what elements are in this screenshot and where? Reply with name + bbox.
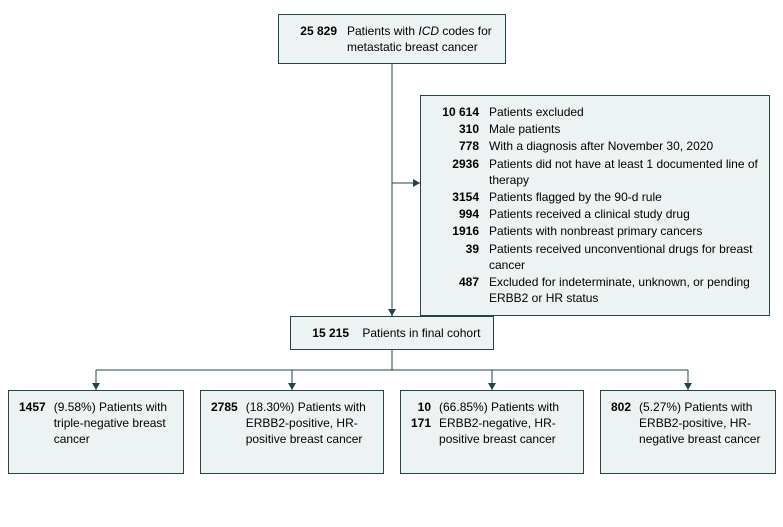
- start-box: 25 829 Patients with ICD codes for metas…: [278, 14, 506, 64]
- outcome-box-4: 802 (5.27%) Patients with ERBB2-positive,…: [600, 390, 776, 474]
- outcome-label: (18.30%) Patients with ERBB2-positive, H…: [246, 399, 373, 448]
- outcome-box-2: 2785 (18.30%) Patients with ERBB2-positiv…: [200, 390, 384, 474]
- exclusion-count: 778: [431, 138, 479, 154]
- exclusion-count: 10 614: [431, 104, 479, 120]
- exclusion-label: With a diagnosis after November 30, 2020: [489, 138, 759, 154]
- outcome-label: (9.58%) Patients with triple-negative br…: [54, 399, 173, 448]
- exclusion-label: Patients flagged by the 90-d rule: [489, 189, 759, 205]
- outcome-count: 802: [611, 399, 631, 448]
- start-count: 25 829: [289, 23, 337, 55]
- exclusion-count: 2936: [431, 156, 479, 172]
- exclusion-row: 487 Excluded for indeterminate, unknown, …: [431, 274, 759, 306]
- exclusions-box: 10 614Patients excluded310Male patients7…: [420, 95, 770, 316]
- exclusion-label: Male patients: [489, 121, 759, 137]
- start-label: Patients with ICD codes for metastatic b…: [347, 23, 492, 55]
- exclusion-row: 1916 Patients with nonbreast primary canc…: [431, 223, 759, 239]
- exclusion-count: 3154: [431, 189, 479, 205]
- exclusion-label: Patients with nonbreast primary cancers: [489, 223, 759, 239]
- exclusion-row: 2936 Patients did not have at least 1 doc…: [431, 156, 759, 188]
- outcome-count: 2785: [211, 399, 238, 448]
- outcome-count: 1457: [19, 399, 46, 448]
- outcome-box-1: 1457 (9.58%) Patients with triple-negativ…: [8, 390, 184, 474]
- exclusion-count: 1916: [431, 223, 479, 239]
- exclusion-row: 310 Male patients: [431, 121, 759, 137]
- outcome-label: (66.85%) Patients with ERBB2-negative, H…: [439, 399, 573, 448]
- cohort-box: 15 215 Patients in final cohort: [290, 316, 494, 350]
- exclusion-count: 39: [431, 241, 479, 257]
- exclusion-count: 994: [431, 206, 479, 222]
- exclusion-row: 778 With a diagnosis after November 30, 2…: [431, 138, 759, 154]
- exclusion-row: 39 Patients received unconventional drugs…: [431, 241, 759, 273]
- exclusion-row: 3154 Patients flagged by the 90-d rule: [431, 189, 759, 205]
- exclusion-label: Patients received a clinical study drug: [489, 206, 759, 222]
- exclusion-row: 994 Patients received a clinical study dr…: [431, 206, 759, 222]
- exclusion-label: Patients excluded: [489, 104, 759, 120]
- exclusion-label: Patients did not have at least 1 documen…: [489, 156, 759, 188]
- outcome-label: (5.27%) Patients with ERBB2-positive, HR…: [639, 399, 765, 448]
- exclusion-label: Patients received unconventional drugs f…: [489, 241, 759, 273]
- exclusion-count: 487: [431, 274, 479, 290]
- cohort-label: Patients in final cohort: [362, 325, 480, 341]
- outcome-count: 10 171: [411, 399, 431, 448]
- cohort-count: 15 215: [301, 325, 349, 341]
- exclusion-label: Excluded for indeterminate, unknown, or …: [489, 274, 759, 306]
- outcome-box-3: 10 171 (66.85%) Patients with ERBB2-negat…: [400, 390, 584, 474]
- exclusion-row: 10 614 Patients excluded: [431, 104, 759, 120]
- exclusion-count: 310: [431, 121, 479, 137]
